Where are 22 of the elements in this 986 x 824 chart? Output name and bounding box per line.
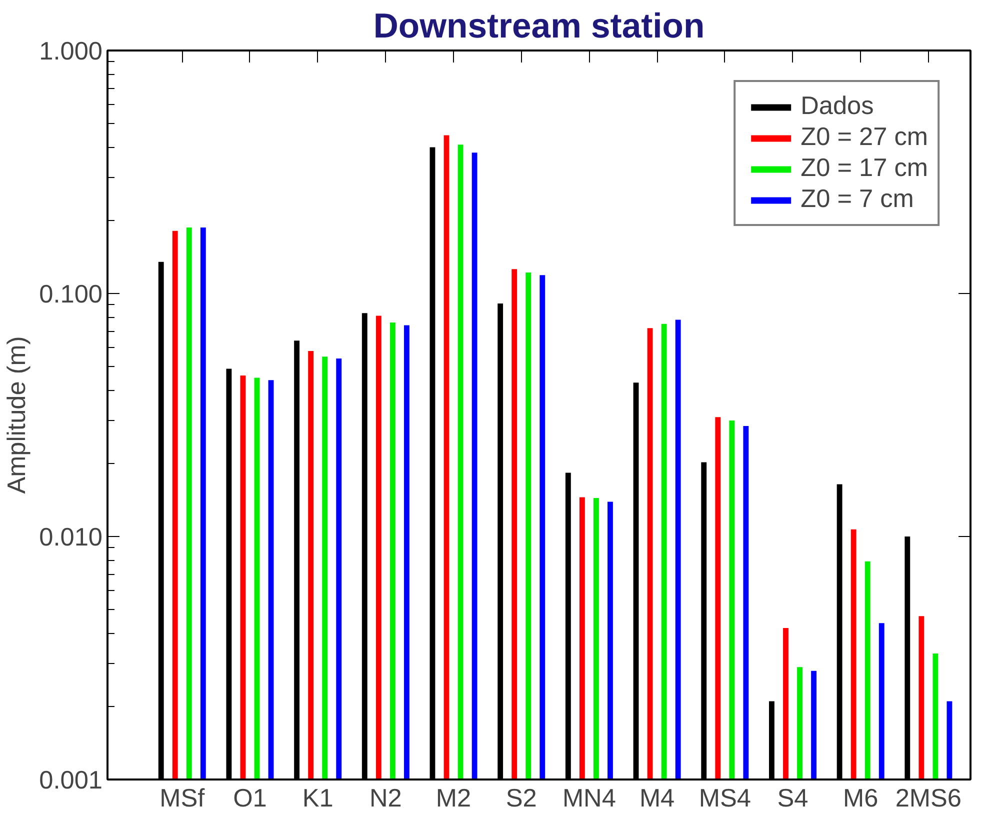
y-tick-label: 0.010 [39,524,103,552]
legend-label: Z0 = 17 cm [800,154,928,183]
y-tick-label: 0.100 [39,280,103,308]
x-tick-label: MSf [160,784,206,812]
x-tick-label: M6 [842,784,878,812]
x-tick-label: M4 [639,784,675,812]
x-tick-label: S4 [777,784,808,812]
x-tick-label: 2MS6 [895,784,962,812]
x-tick-label: K1 [302,784,334,812]
y-tick-label: 0.001 [39,766,103,794]
x-tick-label: MN4 [562,784,616,812]
x-tick-label: MS4 [698,784,751,812]
legend-label: Z0 = 7 cm [800,185,914,214]
x-tick-label: S2 [506,784,537,812]
y-tick-label: 1.000 [39,38,103,66]
x-tick-label: O1 [233,784,267,812]
chart-title: Downstream station [373,8,705,46]
legend-label: Dados [800,92,874,121]
y-axis-title: Amplitude (m) [3,336,32,494]
legend-label: Z0 = 27 cm [800,123,928,152]
x-tick-label: N2 [369,784,402,812]
x-tick-label: M2 [436,784,472,812]
